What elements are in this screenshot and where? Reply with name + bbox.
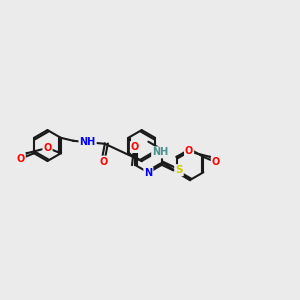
- Text: N: N: [144, 168, 152, 178]
- Text: O: O: [185, 146, 193, 157]
- Text: O: O: [131, 142, 139, 152]
- Text: NH: NH: [152, 147, 168, 158]
- Text: S: S: [175, 165, 183, 175]
- Text: O: O: [100, 157, 108, 166]
- Text: O: O: [43, 143, 52, 153]
- Text: O: O: [212, 157, 220, 167]
- Text: NH: NH: [80, 137, 96, 147]
- Text: O: O: [16, 154, 25, 164]
